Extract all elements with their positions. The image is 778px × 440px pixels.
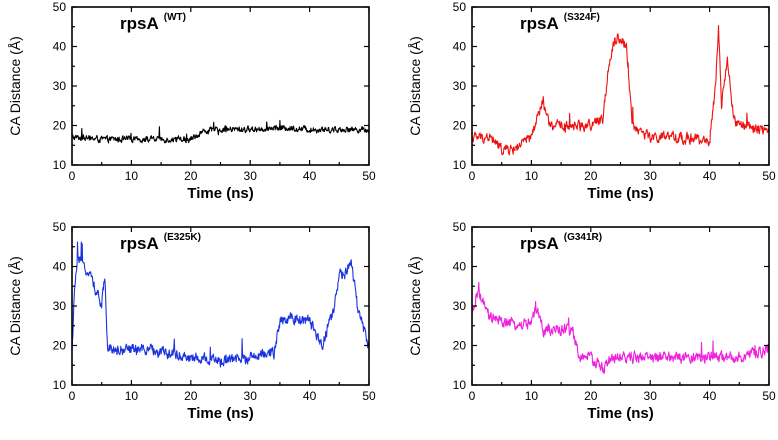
- panel-title-superscript: (S324F): [564, 12, 600, 23]
- panel-title: rpsA: [120, 234, 159, 253]
- y-tick-label: 30: [453, 79, 467, 93]
- series-line: [72, 241, 369, 368]
- x-tick-label: 10: [525, 389, 539, 403]
- panel-title: rpsA: [120, 14, 159, 33]
- series-line: [72, 119, 369, 144]
- y-tick-label: 10: [453, 158, 467, 172]
- x-tick-label: 30: [644, 389, 658, 403]
- y-tick-label: 20: [53, 339, 67, 353]
- y-tick-label: 40: [453, 260, 467, 274]
- x-tick-label: 40: [303, 389, 317, 403]
- y-tick-label: 40: [453, 40, 467, 54]
- x-axis-label: Time (ns): [587, 405, 653, 422]
- y-tick-label: 40: [53, 40, 67, 54]
- x-tick-label: 0: [69, 169, 76, 183]
- x-tick-label: 10: [125, 389, 139, 403]
- x-tick-label: 40: [703, 169, 717, 183]
- x-tick-label: 40: [303, 169, 317, 183]
- series-line: [472, 24, 769, 156]
- x-tick-label: 0: [69, 389, 76, 403]
- x-tick-label: 50: [362, 169, 376, 183]
- x-axis-label: Time (ns): [187, 185, 253, 202]
- x-tick-label: 50: [362, 389, 376, 403]
- x-tick-label: 10: [125, 169, 139, 183]
- y-tick-label: 50: [53, 0, 67, 14]
- x-tick-label: 20: [184, 169, 198, 183]
- x-tick-label: 0: [469, 389, 476, 403]
- x-axis-label: Time (ns): [587, 185, 653, 202]
- series-line: [472, 281, 769, 374]
- y-axis-label: CA Distance (Å): [7, 256, 23, 356]
- y-tick-label: 10: [453, 378, 467, 392]
- y-tick-label: 50: [53, 220, 67, 234]
- y-tick-label: 30: [453, 299, 467, 313]
- x-tick-label: 50: [762, 169, 776, 183]
- x-tick-label: 0: [469, 169, 476, 183]
- y-tick-label: 50: [453, 0, 467, 14]
- x-tick-label: 50: [762, 389, 776, 403]
- x-tick-label: 10: [525, 169, 539, 183]
- y-tick-label: 10: [53, 158, 67, 172]
- x-tick-label: 20: [184, 389, 198, 403]
- plot-frame: [71, 6, 370, 166]
- x-tick-label: 30: [244, 389, 258, 403]
- y-tick-label: 20: [453, 339, 467, 353]
- x-tick-label: 30: [244, 169, 258, 183]
- panel-title-superscript: (WT): [164, 12, 186, 23]
- panel-title-superscript: (G341R): [564, 232, 602, 243]
- x-axis-label: Time (ns): [187, 405, 253, 422]
- y-tick-label: 10: [53, 378, 67, 392]
- panel-title: rpsA: [520, 14, 559, 33]
- y-axis-label: CA Distance (Å): [7, 36, 23, 136]
- y-tick-label: 30: [53, 79, 67, 93]
- panel-title: rpsA: [520, 234, 559, 253]
- y-axis-label: CA Distance (Å): [407, 36, 423, 136]
- y-tick-label: 20: [53, 119, 67, 133]
- y-tick-label: 30: [53, 299, 67, 313]
- x-tick-label: 20: [584, 389, 598, 403]
- x-tick-label: 40: [703, 389, 717, 403]
- y-tick-label: 40: [53, 260, 67, 274]
- x-tick-label: 20: [584, 169, 598, 183]
- y-axis-label: CA Distance (Å): [407, 256, 423, 356]
- y-tick-label: 20: [453, 119, 467, 133]
- panel-title-superscript: (E325K): [164, 232, 201, 243]
- x-tick-label: 30: [644, 169, 658, 183]
- y-tick-label: 50: [453, 220, 467, 234]
